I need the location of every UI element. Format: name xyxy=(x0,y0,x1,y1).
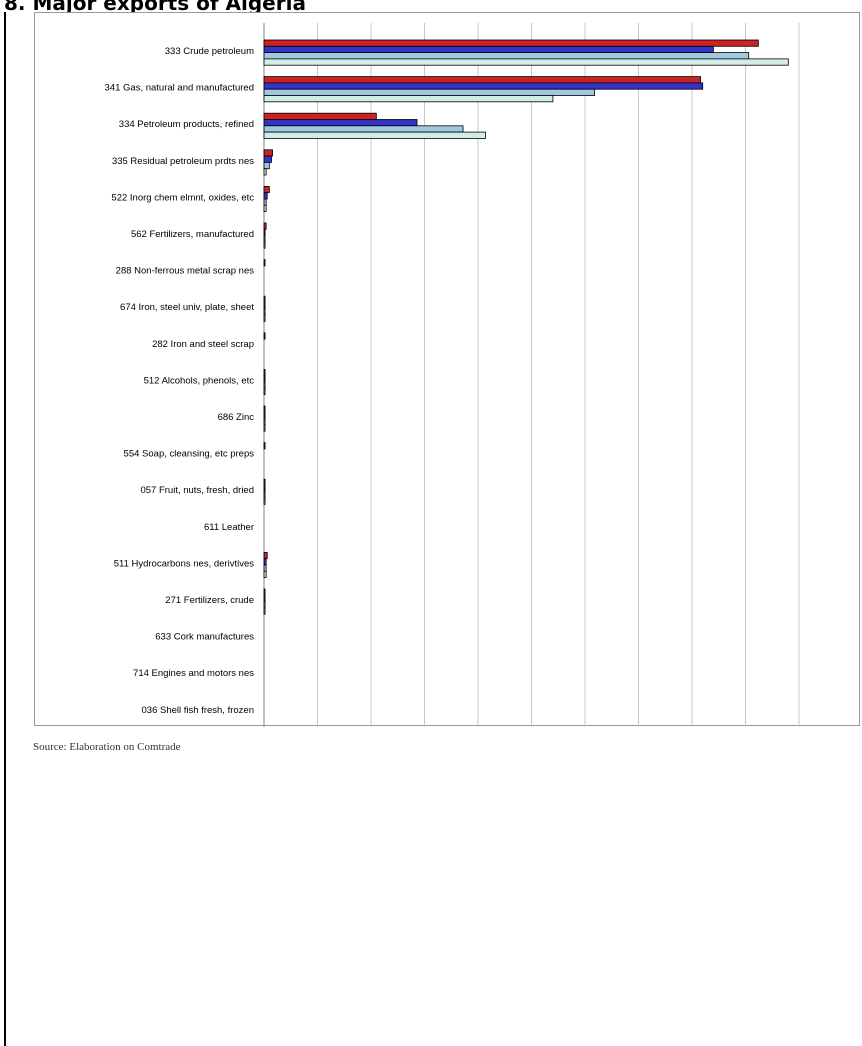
category-label: 714 Engines and motors nes xyxy=(133,668,254,679)
bar-1994 xyxy=(263,381,266,389)
bar-2000 xyxy=(263,375,266,383)
bar-1994 xyxy=(263,601,266,609)
category-label: 036 Shell fish fresh, frozen xyxy=(142,705,254,716)
bars xyxy=(263,39,789,615)
bar-1990 xyxy=(263,58,789,66)
category-label: 562 Fertilizers, manufactured xyxy=(131,229,254,240)
category-label: 554 Soap, cleansing, etc preps xyxy=(124,449,255,460)
source-note: Source: Elaboration on Comtrade xyxy=(33,741,181,753)
bar-2000 xyxy=(263,485,266,493)
bar-2003 xyxy=(263,222,267,230)
bar-1990 xyxy=(263,168,267,176)
bar-1990 xyxy=(263,131,486,139)
bar-1994 xyxy=(263,125,464,133)
category-label: 512 Alcohols, phenols, etc xyxy=(144,375,255,386)
bar-2000 xyxy=(263,594,266,602)
category-label: 335 Residual petroleum prdts nes xyxy=(112,156,254,167)
category-label: 288 Non-ferrous metal scrap nes xyxy=(116,266,255,277)
bar-2003 xyxy=(263,588,266,596)
category-label: 686 Zinc xyxy=(218,412,255,423)
bar-1990 xyxy=(263,497,266,505)
bar-2000 xyxy=(263,558,267,566)
bar-2003 xyxy=(263,39,759,47)
bar-1990 xyxy=(263,387,266,395)
bar-1994 xyxy=(263,235,266,243)
bar-2000 xyxy=(263,82,704,90)
bar-1994 xyxy=(263,491,266,499)
bar-1990 xyxy=(263,95,554,103)
bar-2003 xyxy=(263,185,270,194)
category-label: 633 Cork manufactures xyxy=(155,632,254,643)
page-title: 8. Major exports of Algeria xyxy=(4,0,306,15)
bar-2000 xyxy=(263,302,266,310)
category-label: 057 Fruit, nuts, fresh, dried xyxy=(140,485,254,496)
bar-2000 xyxy=(263,155,272,163)
category-label: 611 Leather xyxy=(204,522,254,533)
category-label: 271 Fertilizers, crude xyxy=(165,595,254,606)
category-label: 282 Iron and steel scrap xyxy=(152,339,254,350)
chart-frame: 333 Crude petroleum 341 Gas, natural and … xyxy=(34,12,860,727)
bar-1994 xyxy=(263,418,266,426)
bar-1990 xyxy=(263,424,266,432)
bar-1994 xyxy=(263,88,596,96)
bar-2003 xyxy=(263,259,266,267)
bar-1994 xyxy=(263,198,267,206)
bar-1994 xyxy=(263,564,267,572)
bar-1994 xyxy=(263,308,266,316)
grid-lines xyxy=(263,23,800,727)
bar-2003 xyxy=(263,405,266,413)
bar-2003 xyxy=(263,112,377,120)
category-label: 341 Gas, natural and manufactured xyxy=(105,83,254,94)
bar-1990 xyxy=(263,570,267,578)
bar-2003 xyxy=(263,478,266,486)
bar-2003 xyxy=(263,552,268,560)
category-label: 511 Hydrocarbons nes, derivtives xyxy=(114,558,255,569)
category-labels: 333 Crude petroleum 341 Gas, natural and … xyxy=(105,46,255,716)
category-label: 674 Iron, steel univ, plate, sheet xyxy=(120,302,254,313)
bar-2003 xyxy=(263,332,266,340)
bar-2003 xyxy=(263,295,266,303)
category-label: 333 Crude petroleum xyxy=(165,46,254,57)
bar-1994 xyxy=(263,161,270,170)
bar-2000 xyxy=(263,411,266,419)
bar-2000 xyxy=(263,119,418,127)
bar-2003 xyxy=(263,368,266,377)
bar-2003 xyxy=(263,442,266,450)
bar-1990 xyxy=(263,241,266,249)
bar-chart: 333 Crude petroleum 341 Gas, natural and … xyxy=(105,23,800,727)
bar-1994 xyxy=(263,52,750,60)
bar-2000 xyxy=(263,228,266,237)
bar-2003 xyxy=(263,149,273,157)
bar-2000 xyxy=(263,45,714,53)
category-label: 334 Petroleum products, refined xyxy=(119,119,254,130)
bar-1990 xyxy=(263,204,267,213)
category-label: 522 Inorg chem elmnt, oxides, etc xyxy=(111,192,254,203)
bar-2003 xyxy=(263,76,701,84)
bar-1990 xyxy=(263,607,266,615)
bar-1990 xyxy=(263,314,266,322)
left-border-rule xyxy=(4,12,6,1046)
bar-2000 xyxy=(263,192,268,200)
